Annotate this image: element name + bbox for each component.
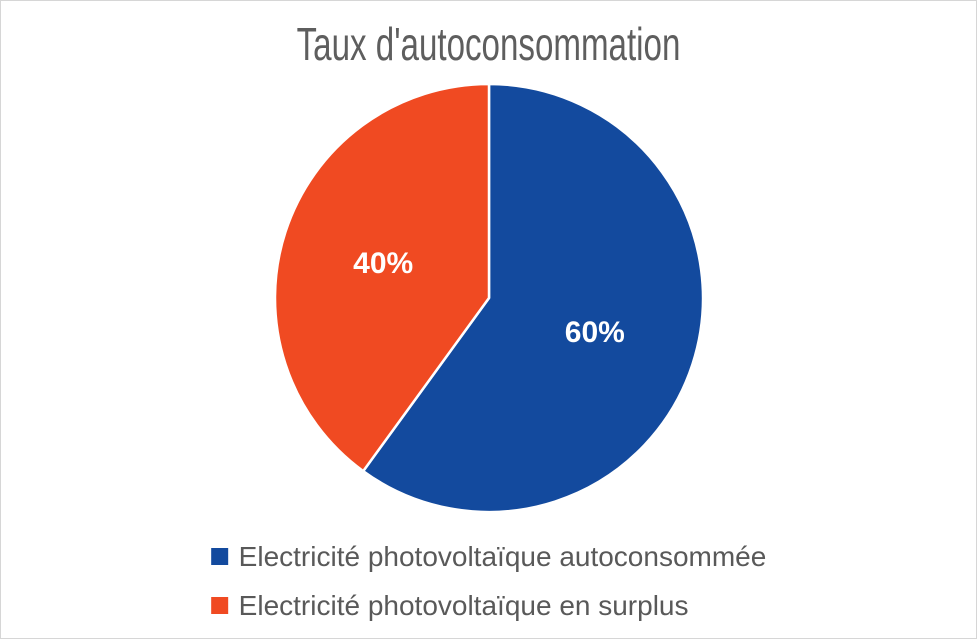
pie-slice-2[interactable] [273,82,491,473]
legend-label: Electricité photovoltaïque en surplus [238,589,689,621]
pie-data-label-1: 60% [565,316,625,349]
legend-swatch-icon [210,597,228,614]
legend-label: Electricité photovoltaïque autoconsommée [238,540,767,572]
legend-item-2[interactable]: Electricité photovoltaïque en surplus [210,581,767,630]
pie-slice-1[interactable] [361,82,705,514]
legend-item-1[interactable]: Electricité photovoltaïque autoconsommée [210,532,767,581]
chart-title: Taux d'autoconsommation [296,18,681,70]
chart-legend: Electricité photovoltaïque autoconsommée… [210,532,767,630]
legend-swatch-icon [210,548,228,565]
pie-data-label-2: 40% [353,247,413,280]
